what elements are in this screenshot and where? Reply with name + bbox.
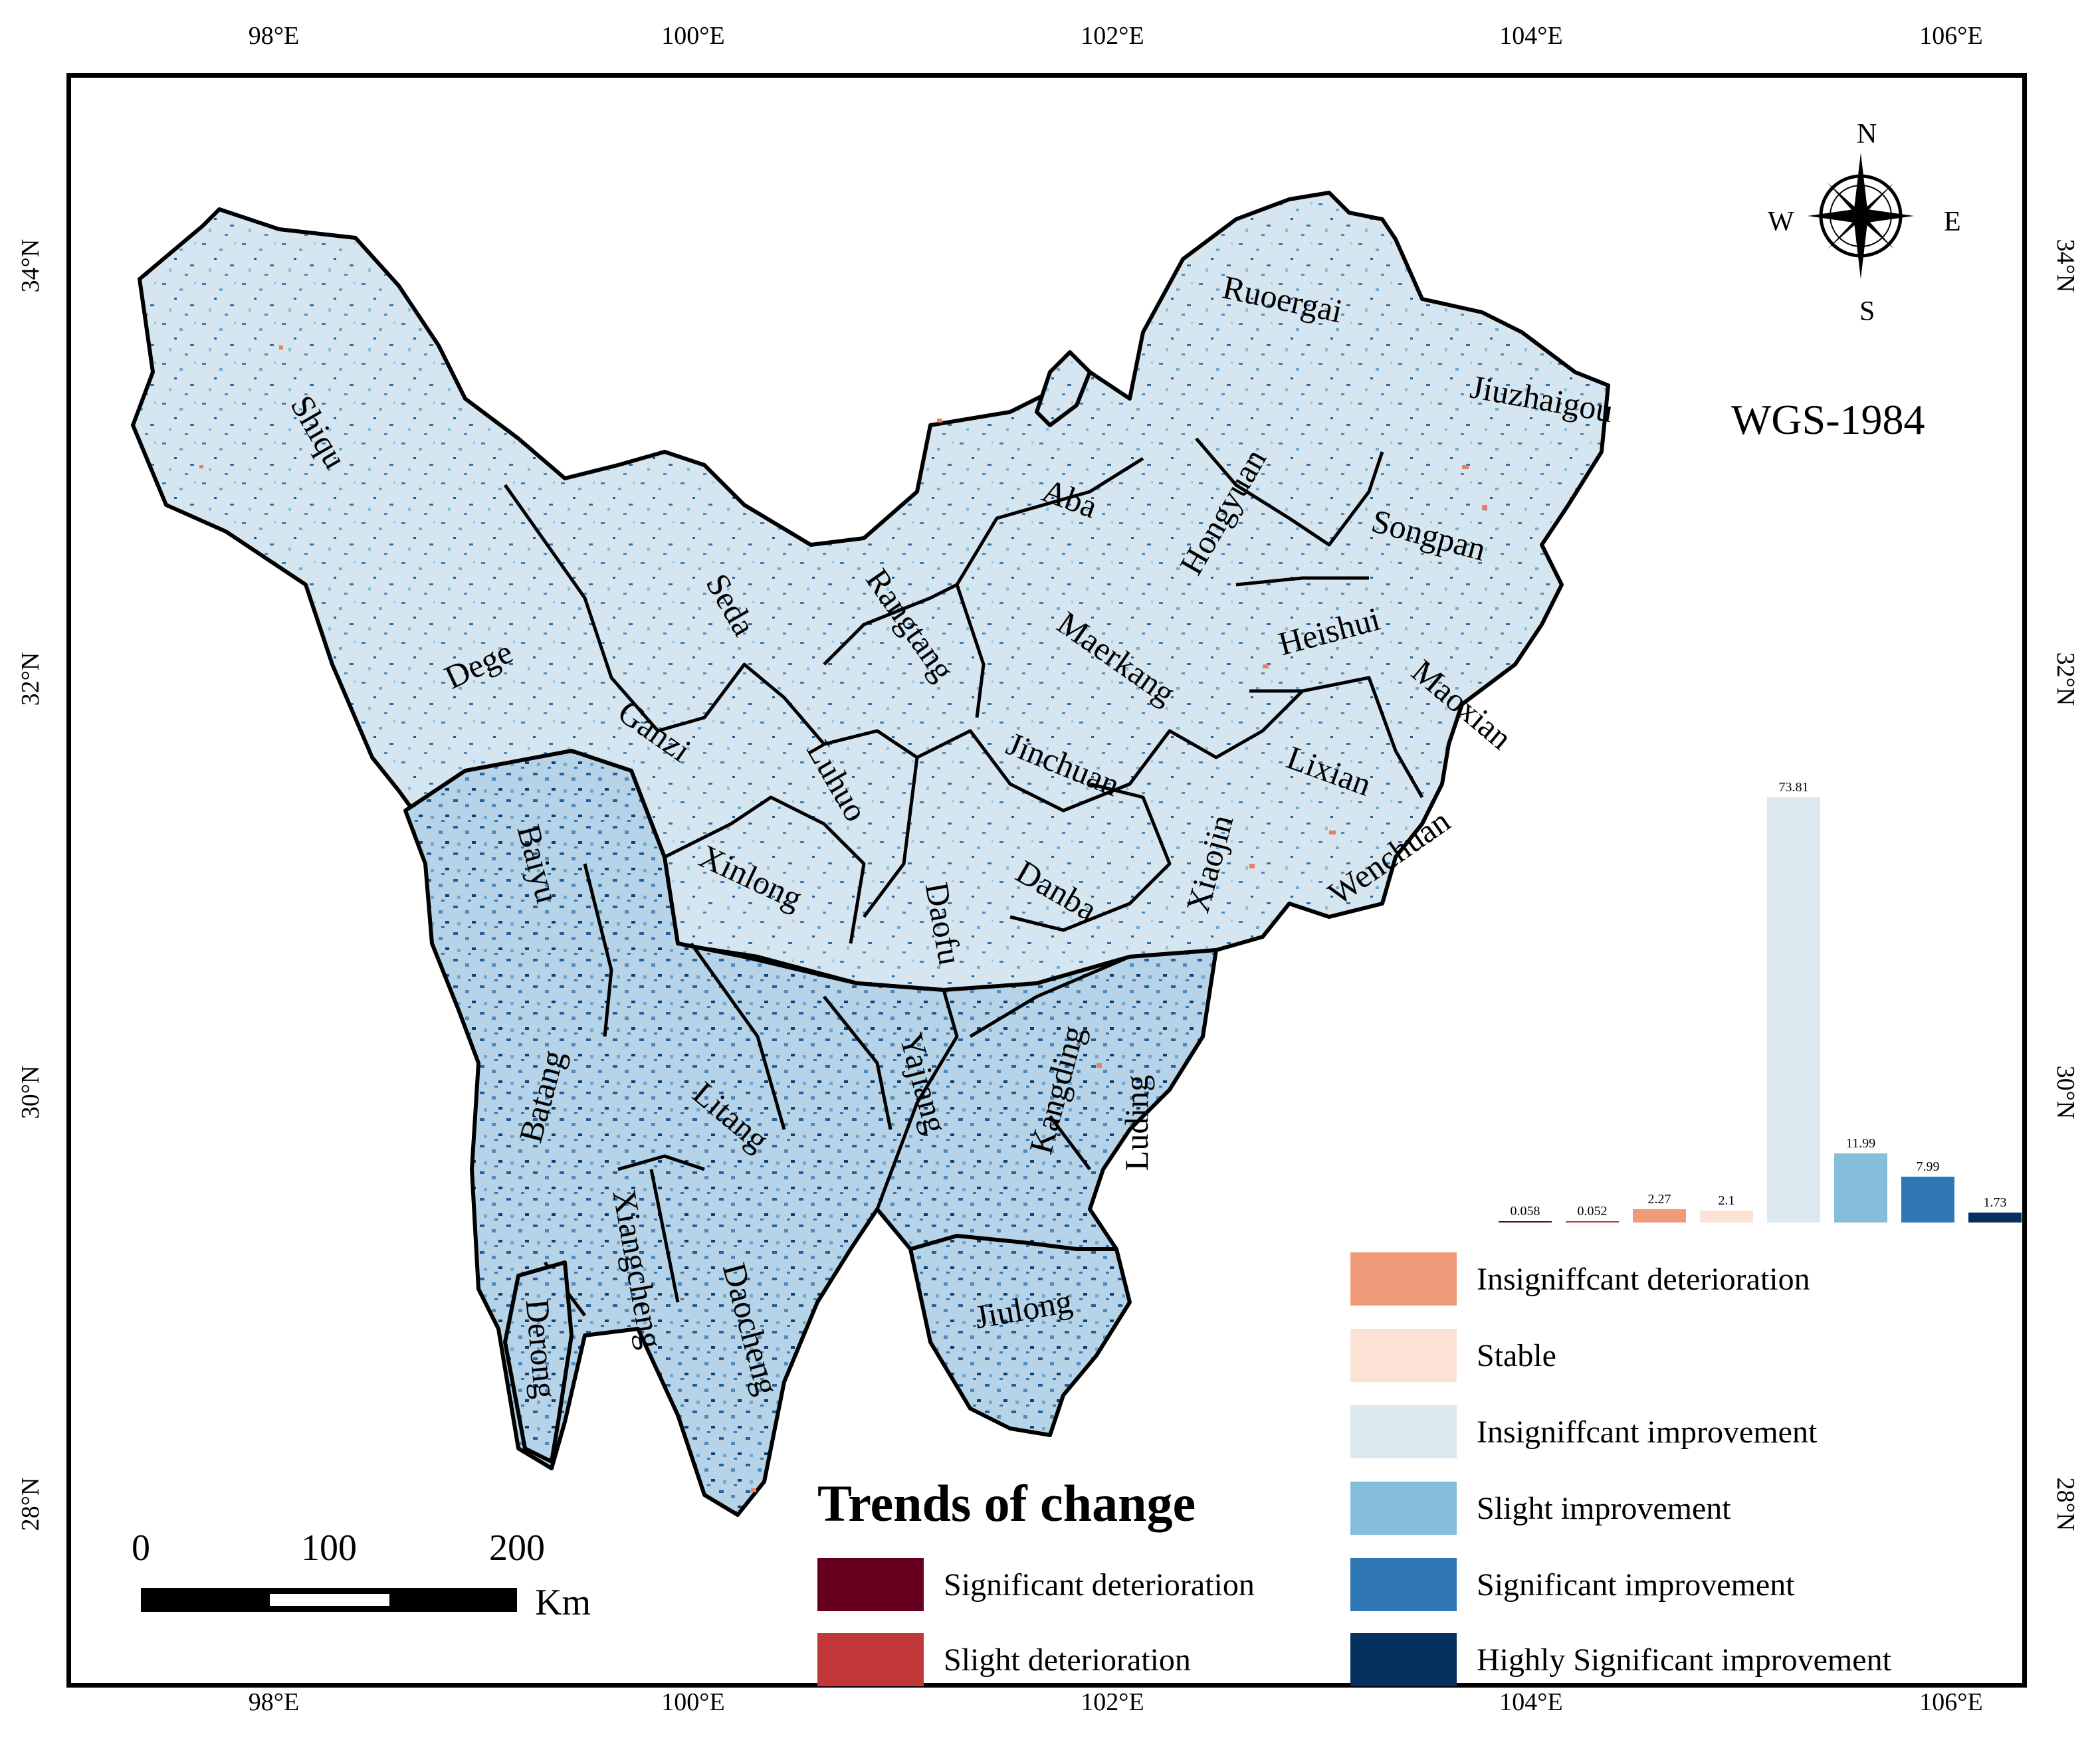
legend-swatch	[1350, 1558, 1457, 1611]
legend-swatch	[1350, 1482, 1457, 1535]
legend-item: Highly Significant improvement	[1350, 1633, 1891, 1686]
legend-swatch	[817, 1633, 924, 1686]
legend-item-label: Insigniffcant improvement	[1477, 1414, 1818, 1450]
legend-item: Insigniffcant improvement	[1350, 1405, 1817, 1458]
legend-swatch	[1350, 1252, 1457, 1306]
aba-protrusion	[1035, 350, 1092, 427]
legend-item: Slight deterioration	[817, 1633, 1191, 1686]
legend-item-label: Stable	[1477, 1337, 1556, 1373]
scale-label: 100	[301, 1527, 357, 1569]
chart-bar	[1499, 1221, 1552, 1223]
chart-bar	[1767, 797, 1820, 1223]
lon-tick-bottom: 100°E	[661, 1688, 725, 1716]
deterioration-speckles	[199, 345, 1487, 1492]
lon-tick-top: 102°E	[1081, 22, 1144, 50]
legend-item-label: Slight improvement	[1477, 1490, 1731, 1526]
chart-bar	[1901, 1176, 1954, 1223]
chart-bar-value-label: 7.99	[1916, 1159, 1940, 1174]
chart-bar-value-label: 11.99	[1845, 1136, 1876, 1151]
lon-tick-bottom: 106°E	[1919, 1688, 1983, 1716]
map-frame	[66, 73, 2027, 1688]
legend-title: Trends of change	[817, 1474, 1196, 1532]
compass-south-label: S	[1859, 296, 1875, 327]
compass-rose-icon	[1808, 153, 1914, 279]
lon-tick-top: 98°E	[248, 22, 300, 50]
compass-west-label: W	[1768, 207, 1794, 237]
coordinate-system-label: WGS-1984	[1731, 396, 1925, 443]
scale-label: 0	[132, 1527, 150, 1569]
legend-item: Slight improvement	[1350, 1482, 1731, 1535]
chart-bar	[1566, 1221, 1619, 1223]
legend-item-label: Slight deterioration	[944, 1642, 1191, 1678]
lon-tick-top: 100°E	[661, 22, 725, 50]
legend-item: Significant deterioration	[817, 1558, 1255, 1611]
chart-bar-value-label: 2.27	[1647, 1192, 1671, 1207]
lon-tick-bottom: 102°E	[1081, 1688, 1144, 1716]
scale-bar	[141, 1588, 517, 1612]
scale-label: 200	[489, 1527, 545, 1569]
chart-bar-value-label: 73.81	[1778, 780, 1809, 795]
county-label: Luding	[1118, 1074, 1155, 1171]
lon-tick-top: 104°E	[1499, 22, 1563, 50]
compass-east-label: E	[1944, 207, 1961, 237]
legend-swatch	[1350, 1633, 1457, 1686]
legend-swatch	[1350, 1329, 1457, 1382]
compass-north-label: N	[1857, 119, 1877, 149]
scale-unit: Km	[535, 1582, 591, 1623]
chart-bar	[1968, 1212, 2022, 1223]
lon-tick-bottom: 104°E	[1499, 1688, 1563, 1716]
legend-item: Significant improvement	[1350, 1558, 1795, 1611]
chart-bar-value-label: 0.058	[1510, 1204, 1540, 1219]
legend-item-label: Significant improvement	[1477, 1567, 1795, 1603]
chart-bar-value-label: 1.73	[1983, 1195, 2007, 1210]
counties-layer	[131, 191, 1610, 1517]
legend-swatch	[817, 1558, 924, 1611]
legend-item: Insigniffcant deterioration	[1350, 1252, 1810, 1306]
lon-tick-top: 106°E	[1919, 22, 1983, 50]
chart-bar-value-label: 0.052	[1577, 1204, 1608, 1219]
lon-tick-bottom: 98°E	[248, 1688, 300, 1716]
chart-bar-value-label: 2.1	[1718, 1193, 1735, 1208]
legend-item: Stable	[1350, 1329, 1556, 1382]
region-east-inner	[503, 437, 1424, 1317]
region-derong	[503, 1260, 574, 1464]
legend-item-label: Significant deterioration	[944, 1567, 1255, 1603]
legend-item-label: Insigniffcant deterioration	[1477, 1261, 1810, 1297]
legend-item-label: Highly Significant improvement	[1477, 1642, 1891, 1678]
chart-bar	[1633, 1209, 1686, 1223]
chart-bar	[1834, 1153, 1887, 1223]
chart-bar	[1700, 1210, 1753, 1223]
region-jiulong	[908, 1234, 1132, 1437]
legend-swatch	[1350, 1405, 1457, 1458]
